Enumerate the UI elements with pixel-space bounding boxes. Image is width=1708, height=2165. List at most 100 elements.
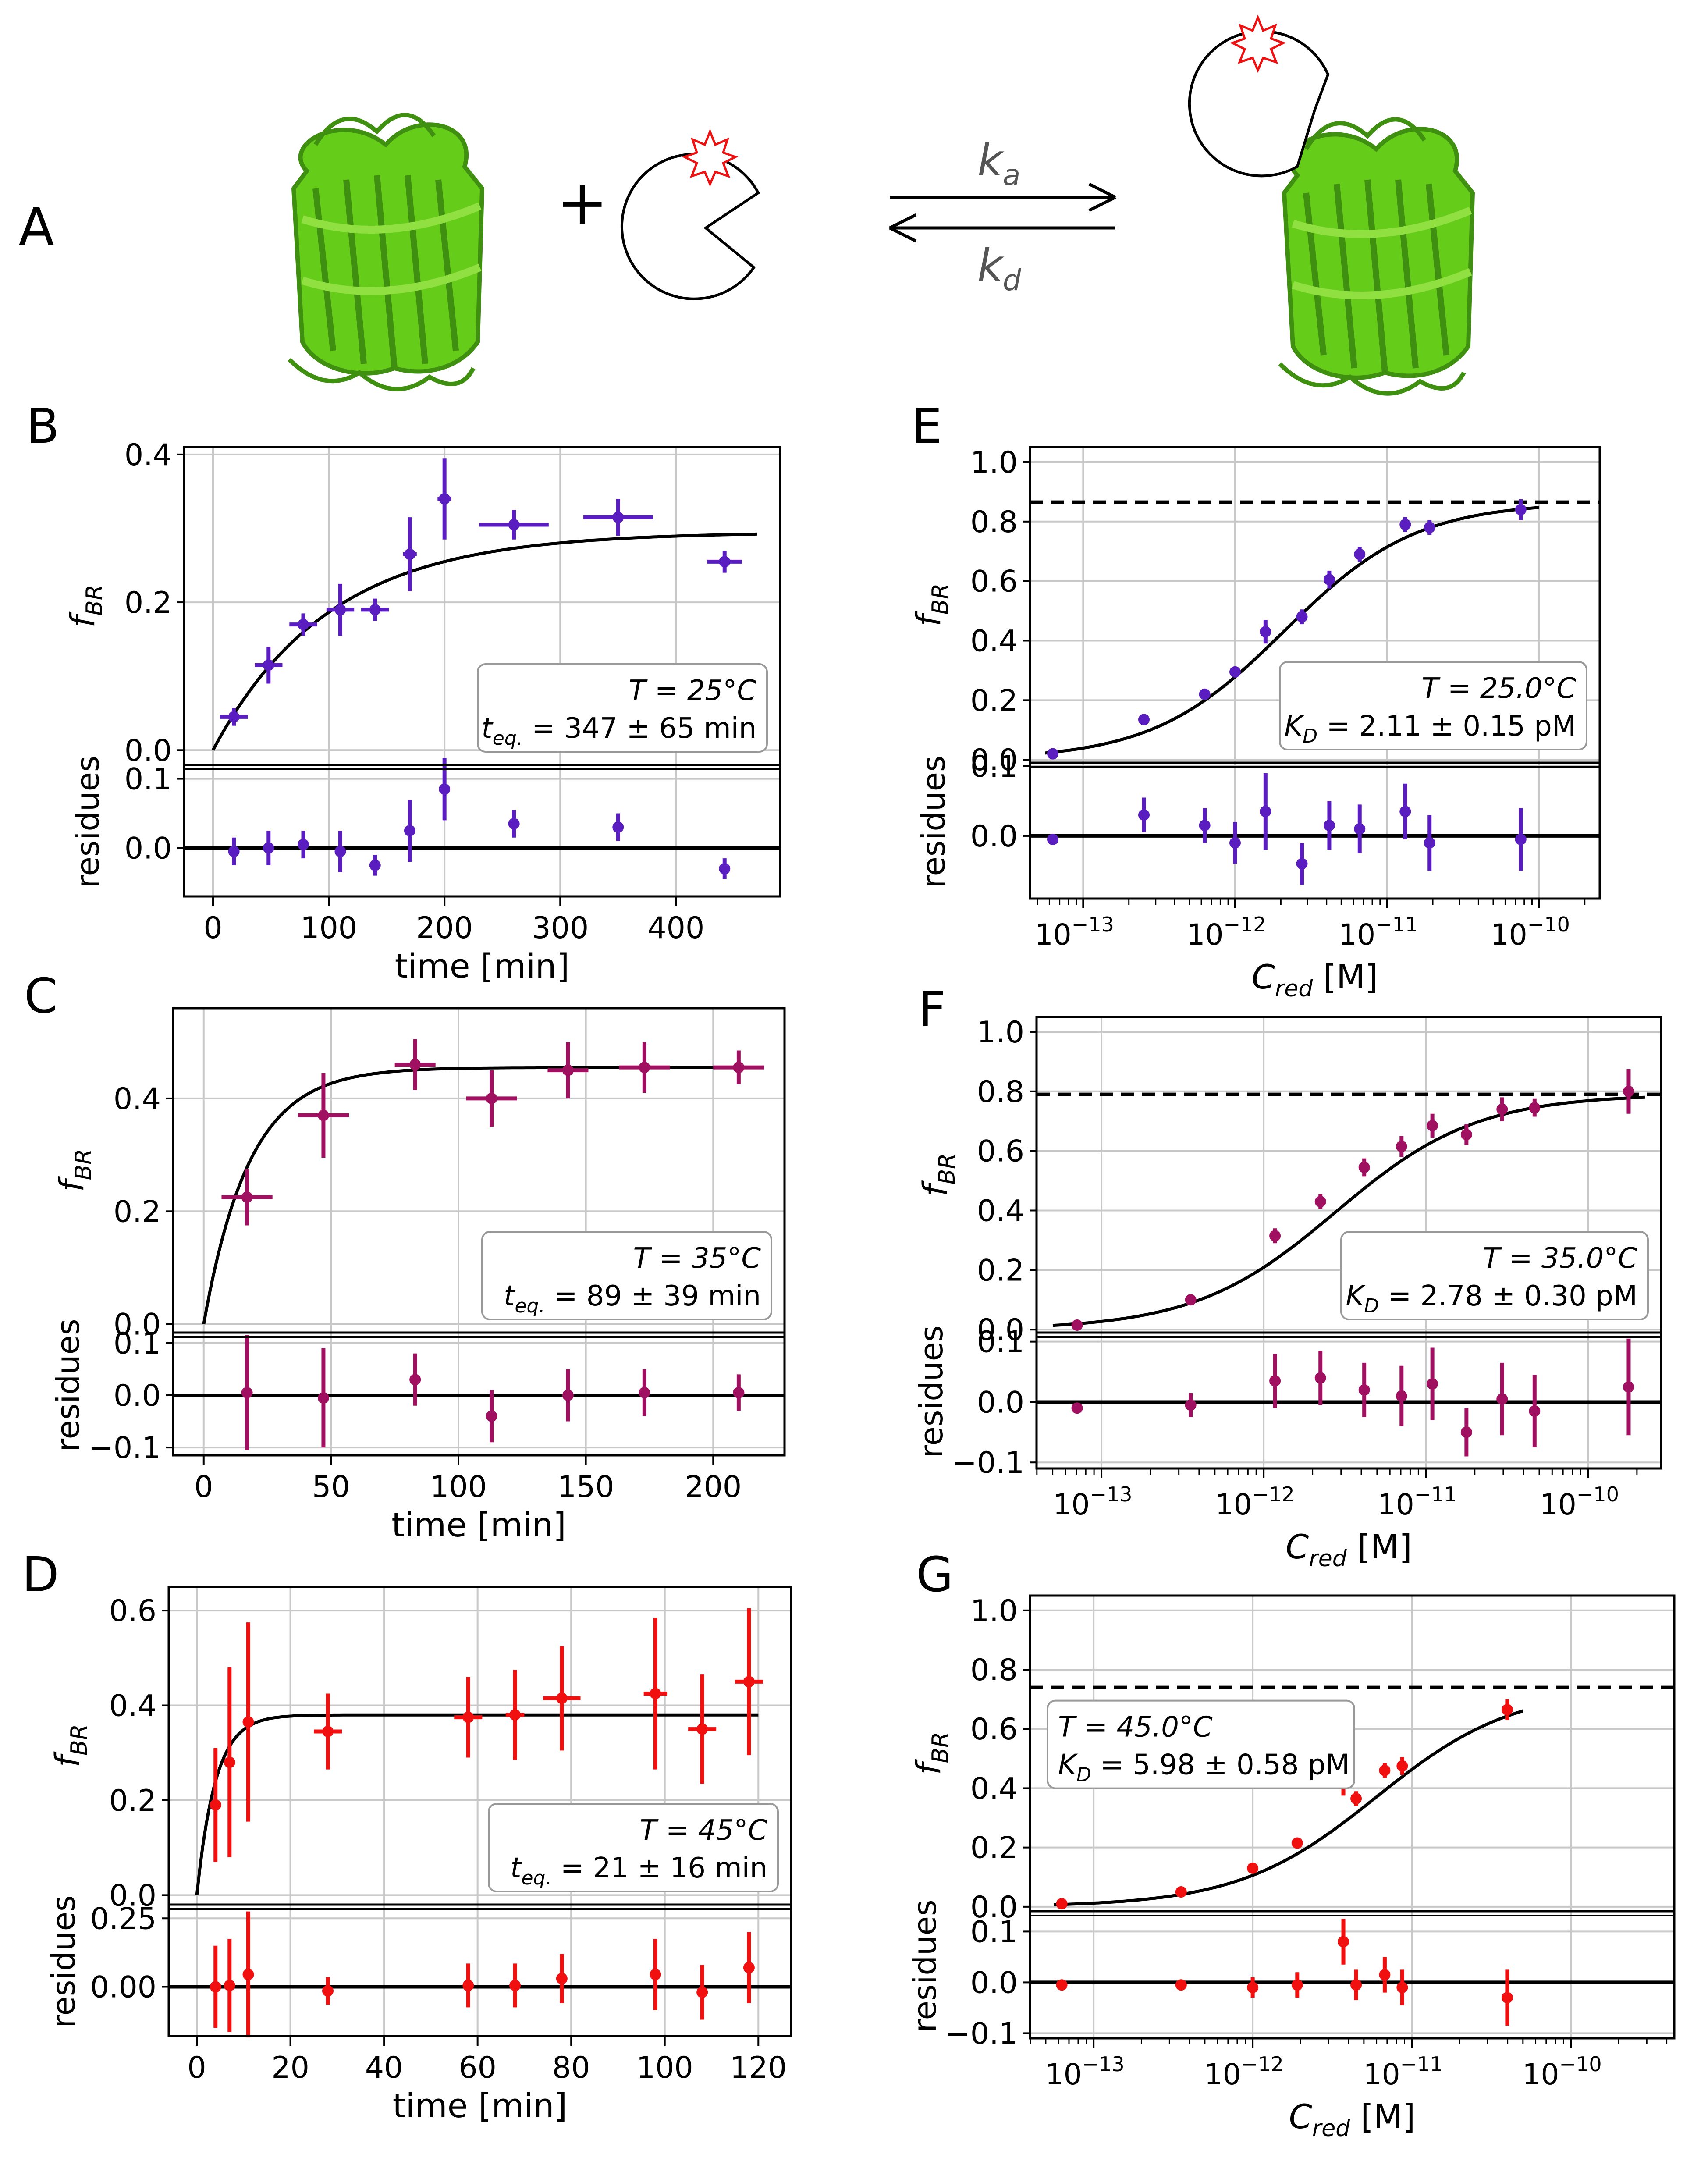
legend-box: T = 45.0°C KD = 5.98 ± 0.58 pM <box>1047 1699 1355 1789</box>
y-tick-label: 0.2 <box>970 1831 1018 1866</box>
data-marker <box>1460 1129 1472 1141</box>
data-point <box>1296 609 1308 625</box>
residual-marker <box>1185 1399 1197 1411</box>
residual-marker <box>462 1980 474 1991</box>
residual-point <box>224 1939 235 2032</box>
fit-curve <box>202 1066 764 1325</box>
x-tick-label: 0 <box>194 1470 213 1504</box>
residual-point <box>241 1335 253 1450</box>
residual-marker <box>486 1410 497 1422</box>
legend-frame <box>481 1231 772 1320</box>
data-marker <box>1350 1793 1362 1805</box>
residual-point <box>1047 833 1058 845</box>
data-marker <box>1515 504 1527 515</box>
residual-point <box>1515 808 1527 871</box>
residual-axis-label: residues <box>69 756 106 889</box>
data-marker <box>639 1062 650 1074</box>
legend-frame <box>1340 1231 1649 1320</box>
y-tick-label: 0.0 <box>124 733 172 768</box>
residual-marker <box>612 821 624 833</box>
residual-marker <box>263 842 274 854</box>
x-tick-label: 100 <box>430 1470 487 1504</box>
data-point <box>583 499 653 536</box>
residual-marker <box>224 1980 235 1991</box>
residual-point <box>1354 804 1366 853</box>
x-tick-label: 10−13 <box>1035 913 1114 952</box>
residual-marker <box>1354 823 1366 835</box>
data-point <box>210 1748 221 1862</box>
panel-label-f: F <box>918 981 946 1037</box>
x-tick-label: 10−11 <box>1364 2052 1443 2091</box>
residual-point <box>612 813 624 841</box>
data-marker <box>1269 1230 1281 1242</box>
protein-barrel-left <box>288 113 485 391</box>
fit-curve <box>195 1713 759 1895</box>
residual-point <box>486 1390 497 1443</box>
data-point <box>713 1050 764 1084</box>
residual-y-tick-label: −0.1 <box>952 1446 1024 1480</box>
plus-sign: + <box>557 167 608 238</box>
residual-y-tick-label: −0.1 <box>89 1431 161 1465</box>
residual-point <box>1424 815 1435 871</box>
residual-y-tick-label: 0.1 <box>114 1326 161 1361</box>
data-marker <box>1379 1764 1391 1776</box>
data-marker <box>1047 748 1058 760</box>
residual-y-tick-label: 0.0 <box>114 1379 161 1413</box>
residual-axis-label: residues <box>45 1895 82 2028</box>
residual-marker <box>242 1969 254 1980</box>
x-axis-label: Cred [M] <box>1252 957 1378 1002</box>
residual-marker <box>639 1387 650 1399</box>
residual-axes-bg <box>169 1905 791 2036</box>
data-marker <box>409 1059 421 1070</box>
residual-marker <box>439 783 451 795</box>
x-tick-label: 10−10 <box>1491 913 1570 952</box>
residual-point <box>696 1965 708 2020</box>
residual-marker <box>556 1973 568 1984</box>
residual-axis-label: residues <box>50 1319 86 1452</box>
data-marker <box>1314 1196 1326 1208</box>
data-point <box>224 1667 235 1857</box>
data-point <box>313 1693 342 1770</box>
data-marker <box>1260 626 1271 638</box>
residual-marker <box>508 818 520 830</box>
residual-point <box>1396 1365 1407 1426</box>
data-point <box>1623 1069 1634 1114</box>
protein-barrel-bound <box>1188 14 1475 396</box>
y-tick-label: 1.0 <box>970 445 1018 480</box>
residual-axes-frame <box>1029 1910 1676 2040</box>
residual-axis-label: residues <box>913 1326 950 1458</box>
residual-point <box>1314 1351 1326 1405</box>
residual-point <box>1399 783 1411 839</box>
residual-axes-bg <box>1030 763 1600 899</box>
residual-y-tick-label: 0.1 <box>977 1325 1024 1360</box>
x-tick-label: 10−10 <box>1540 1482 1619 1522</box>
legend-temperature: T = 35°C <box>633 1242 761 1275</box>
residual-marker <box>1501 1992 1513 2004</box>
ka-subscript: a <box>1003 158 1020 192</box>
y-tick-label: 0.2 <box>114 1194 161 1229</box>
data-point <box>479 510 549 540</box>
legend-fit-value: KD = 2.11 ± 0.15 pM <box>1284 710 1576 747</box>
data-marker <box>1247 1862 1259 1874</box>
y-tick-label: 0.0 <box>114 1308 161 1342</box>
x-tick-label: 10−12 <box>1215 1482 1295 1522</box>
y-tick-label: 0.2 <box>124 586 172 620</box>
x-tick-label: 400 <box>647 911 704 946</box>
data-marker <box>404 548 415 560</box>
data-point <box>220 708 248 726</box>
legend-temperature: T = 45°C <box>639 1814 767 1847</box>
data-point <box>1229 666 1241 678</box>
residual-marker <box>1247 1982 1259 1993</box>
data-point <box>707 551 742 573</box>
data-marker <box>242 1716 254 1728</box>
residual-axes-frame <box>1029 761 1601 900</box>
x-tick-label: 10−11 <box>1339 913 1418 952</box>
residual-point <box>1501 1969 1513 2026</box>
residual-point <box>556 1954 568 2003</box>
residual-point <box>1185 1393 1197 1417</box>
residual-marker <box>1396 1982 1408 1993</box>
residual-marker <box>1047 833 1058 845</box>
residual-marker <box>733 1387 745 1399</box>
data-point <box>543 1646 581 1751</box>
